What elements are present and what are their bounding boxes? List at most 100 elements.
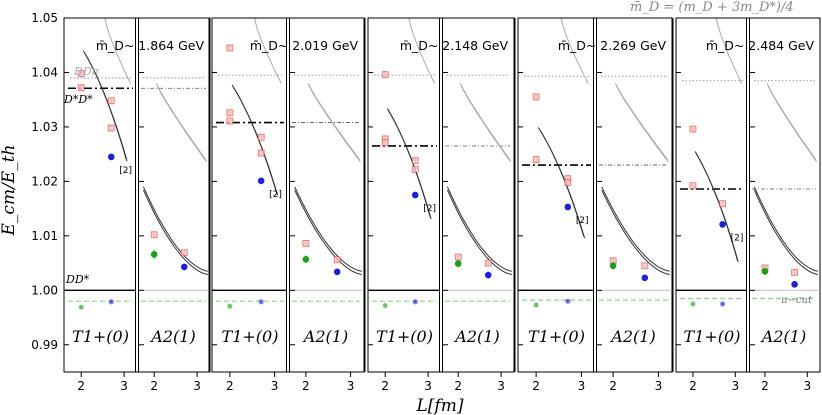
x-axis-label: L[fm] <box>416 396 464 415</box>
data-point-red <box>532 93 540 101</box>
x-tick-label: 3 <box>497 379 505 393</box>
degeneracy-label: [2] <box>423 204 436 214</box>
data-point-red <box>381 139 389 147</box>
group-frame <box>675 17 821 373</box>
irrep-label: T1+(0) <box>376 327 433 346</box>
data-point-red <box>77 84 85 92</box>
data-point-green <box>150 251 158 258</box>
noninteracting-curve <box>142 186 209 272</box>
irrep-label: A2(1) <box>302 327 348 346</box>
group-frame <box>211 17 365 373</box>
grey-curve <box>156 85 208 163</box>
degeneracy-label: [2] <box>119 166 132 176</box>
irrep-label: A2(1) <box>453 327 499 346</box>
data-point-red <box>719 200 726 208</box>
x-tick-label: 3 <box>120 379 128 393</box>
x-tick-label: 2 <box>77 379 85 393</box>
group-frame <box>367 17 515 373</box>
data-point-blue <box>564 203 572 211</box>
noninteracting-curve <box>446 189 513 275</box>
header-formula: m̄_D = (m_D + 3m_D*)/4 <box>630 0 794 15</box>
irrep-label: A2(1) <box>609 327 655 346</box>
grey-curve <box>459 83 511 160</box>
group-frame <box>63 17 211 373</box>
x-tick-label: 3 <box>655 379 663 393</box>
data-point-green <box>302 255 310 263</box>
data-point-red <box>454 253 462 261</box>
irrep-label: T1+(0) <box>72 327 129 346</box>
x-tick-label: 3 <box>347 379 355 393</box>
data-point-red <box>381 71 389 79</box>
data-point-blue-low <box>719 301 726 307</box>
data-point-green <box>609 262 617 270</box>
noninteracting-curve <box>387 109 432 220</box>
x-tick-label: 2 <box>381 379 389 393</box>
grey-curve <box>408 17 436 84</box>
data-point-blue <box>641 274 649 282</box>
x-tick-label: 3 <box>193 379 201 393</box>
grey-curve <box>155 83 207 160</box>
grey-curve <box>254 17 282 84</box>
x-tick-label: 3 <box>578 379 586 393</box>
data-point-green <box>690 301 696 307</box>
data-point-red <box>257 149 265 157</box>
x-tick-label: 2 <box>454 379 462 393</box>
data-point-blue <box>180 263 188 271</box>
data-point-red <box>180 249 188 257</box>
grey-curve <box>766 83 817 160</box>
y-tick-label: 1.05 <box>31 11 58 25</box>
noninteracting-curve <box>294 189 362 275</box>
grey-curve <box>307 83 360 160</box>
grey-curve <box>767 85 818 163</box>
mass-label: m̄_D~ 2.019 GeV <box>250 38 359 53</box>
data-point-blue-low <box>565 298 571 304</box>
data-point-red <box>411 166 419 173</box>
data-point-red <box>532 156 540 164</box>
data-point-red <box>333 256 341 264</box>
y-tick-label: 0.99 <box>31 338 58 352</box>
noninteracting-curve <box>694 151 738 261</box>
noninteracting-curve <box>232 86 279 196</box>
data-point-blue <box>719 221 726 228</box>
data-point-green <box>454 260 462 267</box>
noninteracting-curve <box>294 186 362 272</box>
noninteracting-curve <box>753 189 819 275</box>
grey-curve <box>104 17 132 84</box>
data-point-red <box>791 268 798 276</box>
irrep-label: A2(1) <box>149 327 195 346</box>
mass-label: m̄_D~ 1.864 GeV <box>96 38 205 53</box>
data-point-red <box>411 157 419 165</box>
irrep-label: A2(1) <box>760 327 806 346</box>
noninteracting-curve <box>538 128 586 239</box>
data-point-green <box>78 304 84 310</box>
data-point-red <box>484 259 492 267</box>
x-tick-label: 2 <box>150 379 158 393</box>
data-point-blue-low <box>258 299 264 305</box>
ddpi-label: DDπ <box>73 65 100 78</box>
dstar-dstar-label: D*D* <box>63 93 93 106</box>
x-tick-label: 3 <box>731 379 739 393</box>
data-point-blue <box>411 191 419 199</box>
x-tick-label: 2 <box>609 379 617 393</box>
data-point-green <box>382 302 388 309</box>
data-point-blue <box>484 271 492 279</box>
noninteracting-curve <box>142 189 209 275</box>
data-point-blue-low <box>412 299 418 305</box>
noninteracting-curve <box>601 186 670 272</box>
x-tick-label: 3 <box>424 379 432 393</box>
x-tick-label: 2 <box>532 379 540 393</box>
grey-curve <box>460 85 512 163</box>
data-point-red <box>150 231 158 239</box>
y-tick-label: 1.04 <box>31 65 58 79</box>
irrep-label: T1+(0) <box>528 327 585 346</box>
x-tick-label: 2 <box>689 379 697 393</box>
data-point-red <box>77 70 85 77</box>
degeneracy-label: [2] <box>576 216 589 226</box>
noninteracting-curve <box>601 189 670 275</box>
mass-label: m̄_D~ 2.484 GeV <box>706 38 815 53</box>
irrep-label: T1+(0) <box>222 327 279 346</box>
mass-label: m̄_D~ 2.269 GeV <box>558 38 667 53</box>
grey-curve <box>615 85 669 163</box>
data-point-blue <box>107 153 115 161</box>
